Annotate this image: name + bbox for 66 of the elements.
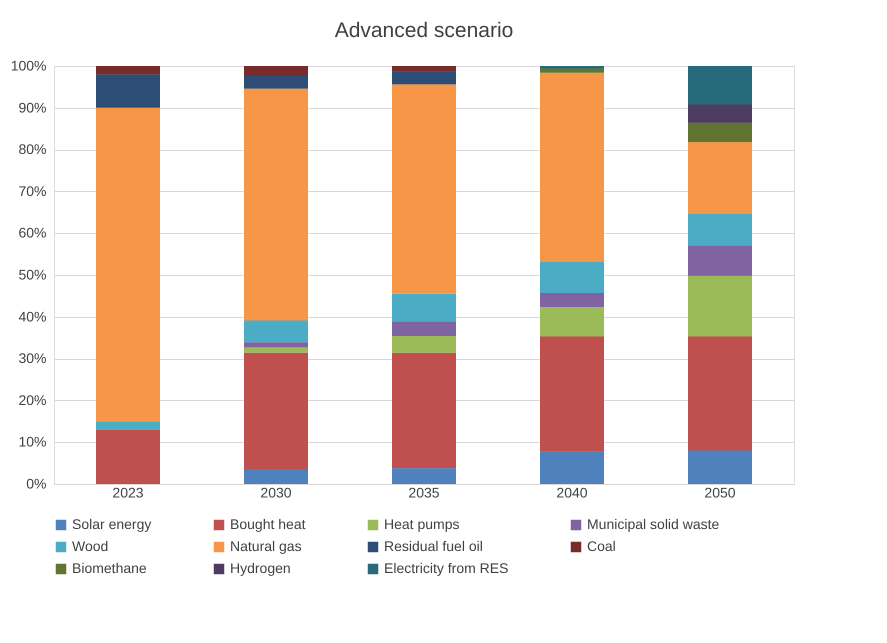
legend-label: Natural gas	[230, 538, 302, 554]
bar	[540, 336, 604, 452]
bar	[540, 66, 604, 69]
bar	[688, 104, 752, 123]
legend-label: Heat pumps	[384, 516, 460, 532]
x-tick-label: 2023	[112, 484, 144, 500]
bar	[392, 468, 456, 484]
legend-label: Wood	[72, 538, 108, 554]
legend-label: Hydrogen	[230, 560, 291, 576]
bar	[96, 421, 160, 430]
bar	[244, 347, 308, 353]
y-tick-label: 50%	[18, 266, 46, 282]
legend-label: Municipal solid waste	[587, 516, 720, 532]
bar	[96, 430, 160, 484]
x-tick-label: 2030	[260, 484, 292, 500]
bar	[688, 450, 752, 484]
bar	[392, 352, 456, 468]
bar	[244, 66, 308, 76]
legend-label: Solar energy	[72, 516, 152, 532]
bar	[392, 321, 456, 336]
x-tick-label: 2050	[704, 484, 736, 500]
bar	[688, 276, 752, 336]
y-tick-label: 40%	[18, 308, 46, 324]
y-tick-label: 80%	[18, 141, 46, 158]
bar	[392, 294, 456, 322]
bar	[688, 66, 752, 104]
bar	[392, 336, 456, 353]
bar	[688, 245, 752, 276]
y-tick-label: 30%	[18, 350, 46, 366]
bar	[244, 88, 308, 321]
bar	[540, 292, 604, 308]
bar	[392, 66, 456, 72]
bar	[96, 108, 160, 422]
legend-label: Electricity from RES	[384, 560, 508, 576]
bar	[244, 320, 308, 342]
x-tick-label: 2040	[556, 484, 588, 500]
y-tick-label: 60%	[18, 224, 46, 241]
bar	[540, 262, 604, 293]
legend-label: Residual fuel oil	[384, 538, 483, 554]
bar	[244, 76, 308, 89]
bar	[540, 68, 604, 73]
x-tick-label: 2035	[408, 484, 440, 500]
bar	[392, 72, 456, 84]
bar	[96, 66, 160, 74]
legend-label: Biomethane	[72, 560, 147, 576]
legend-label: Coal	[587, 538, 616, 554]
y-tick-label: 70%	[18, 182, 46, 199]
bar	[96, 74, 160, 108]
y-tick-label: 90%	[18, 99, 46, 116]
bar	[244, 342, 308, 348]
bar	[540, 452, 604, 484]
y-tick-label: 100%	[10, 58, 46, 74]
bar	[244, 468, 308, 484]
bar	[540, 72, 604, 262]
bar	[688, 214, 752, 246]
bar	[244, 352, 308, 469]
bar	[688, 142, 752, 214]
legend-label: Bought heat	[230, 516, 306, 532]
bar	[688, 122, 752, 142]
y-tick-label: 10%	[18, 434, 46, 450]
chart-title: Advanced scenario	[334, 19, 514, 42]
bar	[688, 336, 752, 451]
y-tick-label: 0%	[26, 476, 46, 492]
bar	[540, 307, 604, 336]
y-tick-label: 20%	[18, 392, 46, 408]
bar	[392, 84, 456, 294]
